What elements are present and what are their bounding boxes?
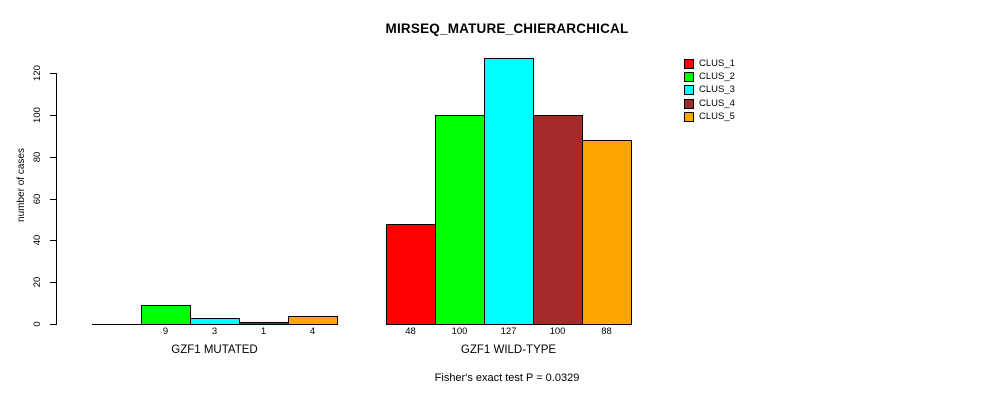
y-axis-tick bbox=[50, 73, 56, 74]
legend-swatch-clus_3 bbox=[684, 85, 694, 95]
fisher-test-annotation: Fisher's exact test P = 0.0329 bbox=[434, 372, 580, 384]
bar-clus_4-group2 bbox=[533, 115, 583, 325]
bar-value-label: 48 bbox=[405, 326, 416, 337]
y-axis-tick-label: 100 bbox=[32, 107, 43, 123]
bar-clus_1-group2 bbox=[386, 224, 436, 325]
y-axis-tick bbox=[50, 157, 56, 158]
legend-swatch-clus_5 bbox=[684, 112, 694, 122]
bar-clus_5-group2 bbox=[582, 140, 632, 325]
bar-clus_3-group2 bbox=[484, 58, 534, 325]
bar-value-label: 1 bbox=[260, 326, 267, 337]
legend-label: CLUS_5 bbox=[699, 111, 735, 122]
y-axis-tick-label: 20 bbox=[32, 276, 43, 288]
bar-clus_2-group2 bbox=[435, 115, 485, 325]
legend-swatch-clus_1 bbox=[684, 59, 694, 69]
bar-value-label: 100 bbox=[451, 326, 468, 337]
y-axis-tick bbox=[50, 282, 56, 283]
y-axis-tick-label: 60 bbox=[32, 193, 43, 205]
legend-swatch-clus_2 bbox=[684, 72, 694, 82]
y-axis-tick-label: 40 bbox=[32, 234, 43, 246]
bar-clus_4-group1 bbox=[239, 322, 289, 325]
bar-clus_5-group1 bbox=[288, 316, 338, 325]
legend-label: CLUS_4 bbox=[699, 98, 735, 109]
bar-value-label: 9 bbox=[162, 326, 169, 337]
y-axis-tick-label: 80 bbox=[32, 151, 43, 163]
chart-title: MIRSEQ_MATURE_CHIERARCHICAL bbox=[385, 21, 629, 36]
y-axis-tick bbox=[50, 240, 56, 241]
legend-label: CLUS_1 bbox=[699, 58, 735, 69]
y-axis-tick-label: 0 bbox=[32, 321, 43, 327]
bar-value-label: 100 bbox=[549, 326, 566, 337]
x-group-label-1: GZF1 MUTATED bbox=[171, 344, 258, 356]
y-axis-tick-label: 120 bbox=[32, 65, 43, 81]
y-axis-tick bbox=[50, 115, 56, 116]
bar-value-label: 127 bbox=[500, 326, 517, 337]
y-axis-line bbox=[56, 73, 57, 325]
legend-label: CLUS_3 bbox=[699, 84, 735, 95]
bar-value-label: 4 bbox=[309, 326, 316, 337]
x-group-label-2: GZF1 WILD-TYPE bbox=[460, 344, 557, 356]
bar-clus_3-group1 bbox=[190, 318, 240, 325]
y-axis-tick bbox=[50, 324, 56, 325]
y-axis-tick bbox=[50, 199, 56, 200]
bar-value-label: 88 bbox=[601, 326, 612, 337]
legend-swatch-clus_4 bbox=[684, 99, 694, 109]
bar-clus_2-group1 bbox=[141, 305, 191, 325]
bar-value-label: 3 bbox=[211, 326, 218, 337]
legend-label: CLUS_2 bbox=[699, 71, 735, 82]
